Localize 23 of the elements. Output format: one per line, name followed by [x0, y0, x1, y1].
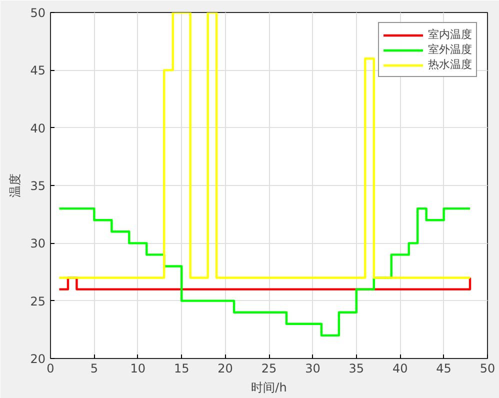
y-tick-label: 30: [30, 236, 46, 251]
y-tick-label: 40: [30, 121, 46, 136]
x-tick-label: 0: [46, 362, 54, 376]
x-tick-label: 40: [392, 362, 408, 376]
x-tick-label: 30: [305, 362, 320, 376]
x-tick-label: 5: [90, 362, 98, 376]
y-axis-title: 温度: [8, 174, 22, 198]
x-tick-label: 45: [436, 362, 452, 376]
x-tick-label: 25: [261, 362, 277, 376]
legend-label: 热水温度: [428, 57, 472, 72]
x-tick-label: 20: [218, 362, 233, 376]
x-tick-label: 35: [348, 362, 364, 376]
y-tick-label: 20: [30, 352, 46, 366]
y-tick-label: 25: [30, 294, 46, 308]
x-axis-title: 时间/h: [251, 380, 287, 394]
x-tick-label: 50: [480, 362, 496, 376]
y-tick-label: 35: [30, 179, 46, 193]
y-tick-label: 50: [30, 6, 46, 20]
x-tick-label: 10: [130, 362, 146, 376]
x-tick-label: 15: [174, 362, 190, 376]
y-tick-label: 45: [30, 64, 46, 78]
legend-label: 室内温度: [428, 27, 472, 42]
legend-label: 室外温度: [428, 42, 472, 57]
